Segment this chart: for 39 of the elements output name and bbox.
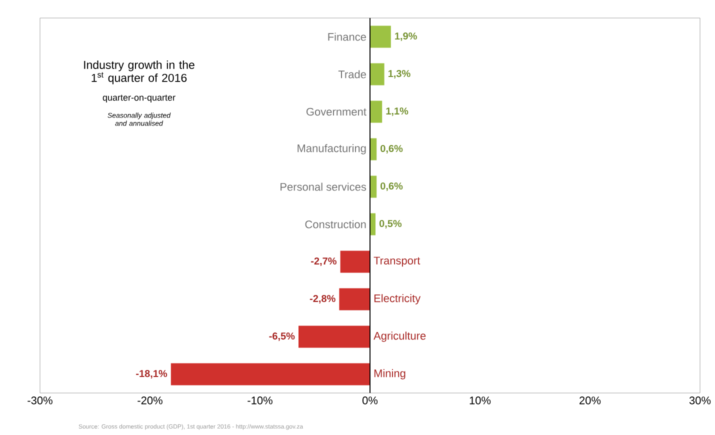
y-tick-label: Electricity (374, 294, 421, 304)
bar (339, 288, 370, 310)
x-tick-label: 10% (470, 396, 491, 404)
y-tick-label: Transport (374, 256, 420, 267)
data-label: -18,1% (136, 370, 168, 379)
x-tick-label: -20% (138, 396, 162, 404)
data-label: -6,5% (269, 332, 295, 342)
y-tick-label: Trade (338, 70, 366, 78)
data-label: -2,8% (310, 294, 336, 304)
data-label: 1,1% (386, 107, 408, 116)
bar (370, 26, 391, 48)
bar (370, 176, 377, 198)
y-tick-label: Construction (305, 220, 366, 228)
data-label: -2,7% (311, 257, 337, 266)
y-tick-label: Personal services (280, 182, 366, 191)
data-label: 0,6% (380, 144, 403, 154)
y-tick-label: Finance (328, 32, 366, 41)
y-tick-label: Manufacturing (298, 144, 366, 154)
data-label: 1,3% (388, 70, 410, 79)
data-label: 1,9% (395, 32, 417, 42)
bar (370, 138, 377, 160)
x-tick-label: 20% (580, 396, 601, 404)
bar (298, 326, 370, 348)
bar (370, 213, 376, 236)
bar (370, 100, 382, 123)
text: quarter-on-quarter (102, 94, 176, 102)
data-label: 0,6% (380, 182, 403, 192)
text: Industry growth in the 1$^{st}$ quarter of 2016 (84, 60, 194, 84)
x-tick-label: 0% (362, 396, 378, 404)
y-tick-label: Government (306, 108, 366, 116)
bar (340, 250, 370, 273)
x-tick-label: -30% (28, 396, 52, 404)
data-label: 0,5% (379, 220, 402, 229)
x-tick-label: 30% (689, 396, 711, 404)
x-tick-label: -10% (248, 396, 272, 404)
y-tick-label: Agriculture (374, 332, 426, 342)
bar (370, 63, 384, 86)
y-tick-label: Mining (374, 369, 406, 380)
bar (170, 363, 370, 386)
